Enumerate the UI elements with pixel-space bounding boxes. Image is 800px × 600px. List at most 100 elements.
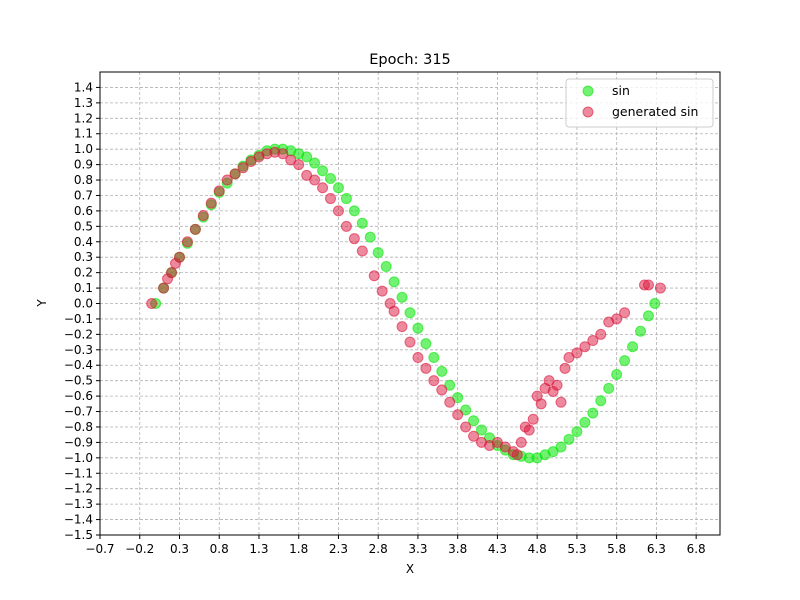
x-tick-label: 6.8 — [687, 542, 706, 556]
x-axis-ticks: −0.7 −0.2 0.3 0.8 1.3 1.8 2.3 2.8 3.3 3.8 4.3 4.8 5.… — [85, 535, 706, 556]
x-tick-label: 4.8 — [528, 542, 547, 556]
generated-sin-point — [535, 398, 547, 410]
sin-point — [476, 424, 488, 436]
sin-point — [603, 382, 615, 394]
generated-sin-point — [173, 251, 185, 263]
generated-sin-point — [587, 335, 599, 347]
generated-sin-point — [619, 307, 631, 319]
generated-sin-point — [166, 267, 178, 279]
legend-label-generated-sin: generated sin — [612, 104, 698, 119]
generated-sin-point — [309, 174, 321, 186]
y-tick-label: −0.5 — [64, 374, 93, 388]
sin-point — [340, 193, 352, 205]
sin-point — [611, 368, 623, 380]
generated-sin-point — [642, 279, 654, 291]
y-tick-label: −1.4 — [64, 513, 93, 527]
y-tick-label: 0.4 — [74, 235, 93, 249]
x-tick-label: 3.8 — [448, 542, 467, 556]
generated-sin-point — [213, 185, 225, 197]
generated-sin-point — [523, 424, 535, 436]
sin-point — [635, 325, 647, 337]
y-tick-label: 0.2 — [74, 266, 93, 280]
generated-sin-point — [468, 430, 480, 442]
sin-point — [404, 307, 416, 319]
y-tick-label: 1.4 — [74, 80, 93, 94]
y-tick-label: −1.5 — [64, 528, 93, 542]
sin-point — [356, 217, 368, 229]
sin-point — [595, 395, 607, 407]
y-tick-label: 0.3 — [74, 250, 93, 264]
x-tick-label: 6.3 — [647, 542, 666, 556]
generated-sin-point — [340, 220, 352, 232]
generated-sin-point — [396, 321, 408, 333]
generated-sin-point — [527, 413, 539, 425]
sin-point — [579, 416, 591, 428]
generated-sin-point — [511, 449, 523, 461]
generated-sin-point — [221, 174, 233, 186]
sin-point — [325, 172, 337, 184]
x-tick-label: 2.3 — [329, 542, 348, 556]
sin-point — [412, 322, 424, 334]
y-axis-ticks: −1.5−1.4 −1.3−1.2 −1.1−1.0 −0.9−0.8−0.7 −0.6… — [64, 80, 100, 542]
y-tick-label: 0.8 — [74, 173, 93, 187]
generated-sin-point — [595, 328, 607, 340]
y-tick-label: 0.9 — [74, 158, 93, 172]
sin-point — [563, 433, 575, 445]
x-tick-label: 2.8 — [369, 542, 388, 556]
y-tick-label: 1.2 — [74, 111, 93, 125]
sin-point — [348, 205, 360, 217]
y-tick-label: −0.6 — [64, 389, 93, 403]
legend: sin generated sin — [565, 78, 714, 128]
y-tick-label: 1.1 — [74, 127, 93, 141]
x-tick-label: 5.3 — [567, 542, 586, 556]
sin-point — [301, 151, 313, 163]
legend-label-sin: sin — [612, 83, 630, 98]
generated-sin-point — [404, 336, 416, 348]
generated-sin-point — [197, 210, 209, 222]
y-tick-label: 0.5 — [74, 219, 93, 233]
generated-sin-point — [325, 193, 337, 205]
y-tick-label: −1.2 — [64, 482, 93, 496]
generated-sin-point — [317, 182, 329, 194]
x-tick-label: −0.2 — [125, 542, 154, 556]
generated-sin-point — [515, 436, 527, 448]
generated-sin-point — [412, 352, 424, 364]
generated-sin-point — [229, 168, 241, 180]
generated-sin-point — [436, 384, 448, 396]
y-tick-label: −0.7 — [64, 405, 93, 419]
sin-point — [436, 365, 448, 377]
y-tick-label: −0.8 — [64, 420, 93, 434]
generated-sin-point — [559, 362, 571, 374]
generated-sin-point — [332, 205, 344, 217]
sin-point — [627, 341, 639, 353]
y-tick-label: −0.2 — [64, 327, 93, 341]
y-tick-label: 0.6 — [74, 204, 93, 218]
x-tick-label: 1.8 — [289, 542, 308, 556]
y-tick-label: −1.0 — [64, 451, 93, 465]
x-axis-label: X — [406, 562, 414, 576]
sin-point — [317, 165, 329, 177]
x-tick-label: 0.8 — [210, 542, 229, 556]
chart-title: Epoch: 315 — [369, 52, 451, 68]
data-points — [146, 143, 666, 464]
generated-sin-point — [158, 282, 170, 294]
y-tick-label: −1.3 — [64, 497, 93, 511]
generated-sin-point — [444, 396, 456, 408]
y-tick-label: −1.1 — [64, 466, 93, 480]
generated-sin-point — [388, 305, 400, 317]
generated-sin-point — [368, 270, 380, 282]
x-tick-label: −0.7 — [85, 542, 114, 556]
sin-point — [309, 157, 321, 169]
x-tick-label: 1.3 — [249, 542, 268, 556]
sin-point — [428, 352, 440, 364]
sin-point — [555, 441, 567, 453]
legend-box — [565, 78, 714, 128]
generated-sin-point — [428, 375, 440, 387]
y-tick-label: 0.0 — [74, 297, 93, 311]
generated-sin-point — [571, 347, 583, 359]
sin-point — [372, 247, 384, 259]
y-tick-label: 0.1 — [74, 281, 93, 295]
generated-sin-point — [460, 421, 472, 433]
generated-sin-point — [181, 236, 193, 248]
generated-sin-point — [277, 148, 289, 160]
